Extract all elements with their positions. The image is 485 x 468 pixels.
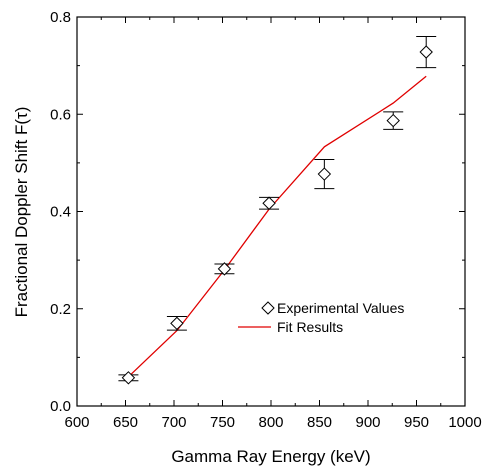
x-tick-label: 650 bbox=[113, 414, 138, 431]
plot-frame bbox=[76, 16, 466, 407]
diamond-marker bbox=[386, 113, 400, 128]
x-tick-label: 950 bbox=[404, 414, 429, 431]
axes bbox=[76, 16, 466, 407]
y-tick-label: 0.6 bbox=[50, 106, 71, 123]
legend: Experimental Values Fit Results bbox=[238, 300, 404, 335]
diamond-marker bbox=[217, 262, 232, 276]
y-tick-label: 0.8 bbox=[50, 9, 71, 26]
diamond-marker bbox=[121, 371, 136, 385]
diamond-marker bbox=[317, 167, 332, 181]
legend-label-fit: Fit Results bbox=[277, 319, 343, 335]
diamond-marker bbox=[419, 45, 433, 59]
diamond-marker bbox=[262, 196, 276, 210]
data-point bbox=[118, 371, 139, 385]
legend-label-experimental: Experimental Values bbox=[277, 300, 404, 316]
x-axis-title: Gamma Ray Energy (keV) bbox=[171, 447, 370, 466]
y-tick-label: 0.0 bbox=[50, 398, 71, 415]
legend-diamond-marker bbox=[261, 301, 275, 315]
data-points-layer bbox=[118, 35, 437, 385]
diamond-marker bbox=[170, 316, 184, 331]
x-tick-label: 1000 bbox=[448, 414, 481, 431]
y-axis-title: Fractional Doppler Shift F(τ) bbox=[12, 107, 31, 318]
data-point bbox=[259, 196, 280, 210]
x-tick-label: 700 bbox=[161, 414, 186, 431]
x-tick-label: 600 bbox=[64, 414, 89, 431]
y-tick-label: 0.4 bbox=[50, 204, 71, 221]
x-tick-label: 900 bbox=[355, 414, 380, 431]
x-tick-label: 750 bbox=[210, 414, 235, 431]
data-point bbox=[214, 262, 235, 276]
data-point bbox=[383, 111, 404, 130]
x-tick-label: 800 bbox=[258, 414, 283, 431]
ticks: 600 650 700 750 800 850 900 950 1000 0.0 0.2 0.4 0.6… bbox=[50, 9, 482, 431]
data-point bbox=[314, 158, 335, 190]
data-point bbox=[166, 316, 187, 331]
data-point bbox=[416, 35, 437, 69]
x-tick-label: 850 bbox=[307, 414, 332, 431]
y-tick-label: 0.2 bbox=[50, 301, 71, 318]
